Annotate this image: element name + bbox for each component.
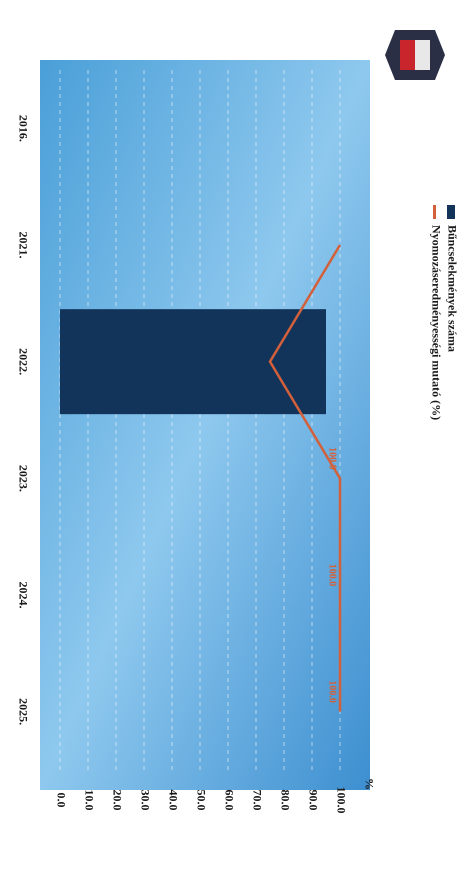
y-tick-label: 50.0 xyxy=(194,790,208,811)
y-tick-label: 100.0 xyxy=(334,787,348,814)
x-tick-label: 2021. xyxy=(16,232,30,259)
y-tick-label: 10.0 xyxy=(82,790,96,811)
y-tick-label: 60.0 xyxy=(222,790,236,811)
y-tick-label: 20.0 xyxy=(110,790,124,811)
y-tick-label: 70.0 xyxy=(250,790,264,811)
x-tick-label: 2023. xyxy=(16,465,30,492)
plot-background xyxy=(40,60,370,790)
data-label: 100.0 xyxy=(327,447,338,470)
legend-swatch xyxy=(433,205,436,219)
y-tick-label: 30.0 xyxy=(138,790,152,811)
x-tick-label: 2025. xyxy=(16,698,30,725)
x-tick-label: 2016. xyxy=(16,115,30,142)
badge-logo xyxy=(385,30,445,80)
y-tick-label: 0.0 xyxy=(54,793,68,808)
legend-label: Nyomozáseredményességi mutató (%) xyxy=(429,225,443,420)
legend-label: Bűncselekmények száma xyxy=(445,225,459,352)
data-label: 100.0 xyxy=(327,564,338,587)
data-label: 100.0 xyxy=(327,680,338,703)
axis-unit: % xyxy=(362,778,376,790)
y-tick-label: 80.0 xyxy=(278,790,292,811)
y-tick-label: 90.0 xyxy=(306,790,320,811)
legend-swatch xyxy=(447,205,455,219)
bar xyxy=(60,309,326,415)
line xyxy=(268,244,342,712)
y-tick-label: 40.0 xyxy=(166,790,180,811)
x-tick-label: 2024. xyxy=(16,582,30,609)
x-tick-label: 2022. xyxy=(16,348,30,375)
